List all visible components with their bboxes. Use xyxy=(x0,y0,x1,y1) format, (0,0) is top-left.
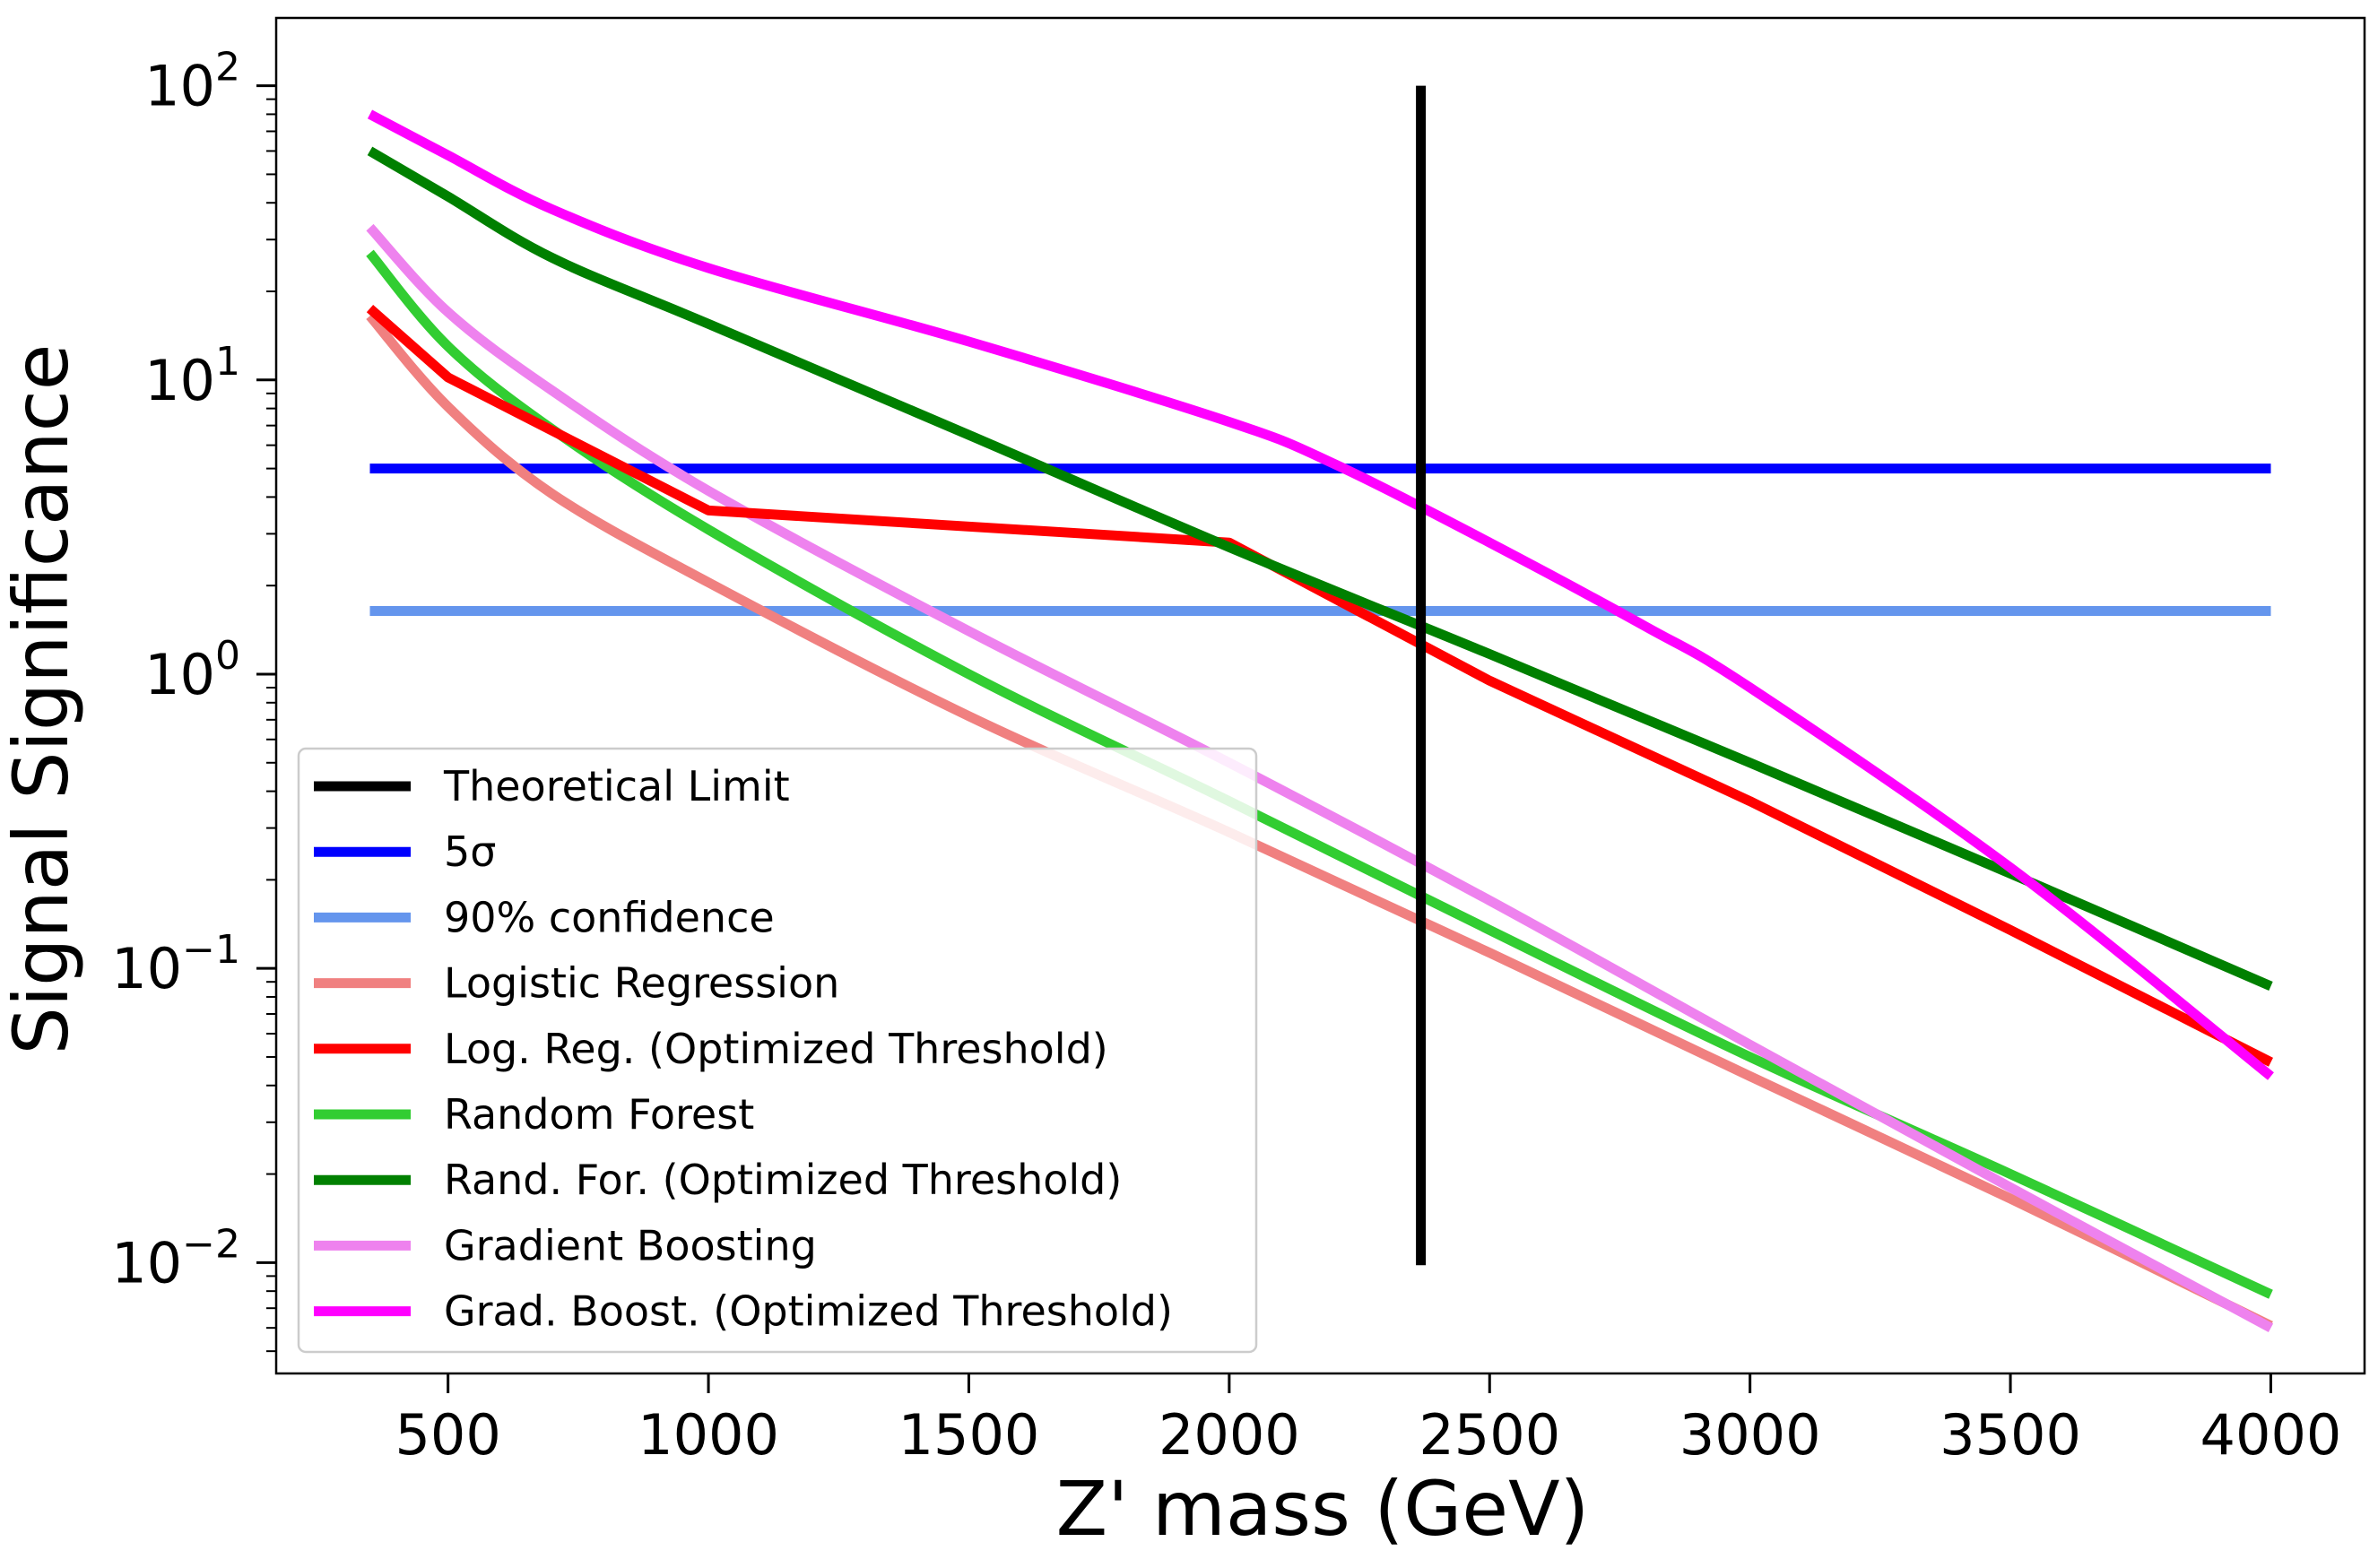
x-tick-label: 3500 xyxy=(1940,1402,2081,1468)
plot-frame xyxy=(274,16,2366,1375)
x-tick-label: 1500 xyxy=(898,1402,1040,1468)
x-axis-label: Z' mass (GeV) xyxy=(1056,1465,1590,1553)
y-axis: 102 101 100 10−1 10−2 xyxy=(111,45,276,1353)
legend: Theoretical Limit 5σ 90% confidence Logisti… xyxy=(297,747,1258,1354)
legend-label-theoretical-limit: Theoretical Limit xyxy=(443,762,790,810)
x-tick-label: 1000 xyxy=(638,1402,779,1468)
legend-label-gradient-boosting: Gradient Boosting xyxy=(444,1221,817,1269)
x-tick-label: 500 xyxy=(395,1402,500,1468)
legend-label-5: 5σ xyxy=(444,827,496,876)
legend-box xyxy=(297,747,1258,1354)
y-tick-label: 102 xyxy=(144,45,240,119)
series-line-log-reg-optimized-threshold xyxy=(366,304,2273,1067)
y-tick-label: 10−1 xyxy=(111,927,240,1001)
legend-label-random-forest: Random Forest xyxy=(444,1090,754,1139)
series-line-grad-boost-optimized-threshold xyxy=(367,109,2274,1080)
legend-label-rand-for-optimized-threshold: Rand. For. (Optimized Threshold) xyxy=(444,1156,1122,1204)
x-tick-label: 3000 xyxy=(1679,1402,1821,1468)
y-tick-label: 100 xyxy=(144,633,240,707)
x-tick-label: 2500 xyxy=(1419,1402,1560,1468)
x-tick-label: 2000 xyxy=(1159,1402,1300,1468)
legend-label-logistic-regression: Logistic Regression xyxy=(444,959,839,1008)
y-axis-label: Signal Significance xyxy=(0,344,85,1055)
x-axis: 500 1000 1500 2000 2500 3000 3500 4000 xyxy=(395,1373,2341,1468)
x-tick-label: 4000 xyxy=(2200,1402,2342,1468)
legend-label-grad-boost-optimized-threshold: Grad. Boost. (Optimized Threshold) xyxy=(444,1287,1173,1336)
y-tick-label: 10−2 xyxy=(111,1221,240,1295)
legend-label-log-reg-optimized-threshold: Log. Reg. (Optimized Threshold) xyxy=(444,1025,1108,1073)
legend-label-90-confidence: 90% confidence xyxy=(444,893,775,941)
y-tick-label: 101 xyxy=(144,339,240,413)
series-line-rand-for-optimized-threshold xyxy=(367,146,2273,992)
